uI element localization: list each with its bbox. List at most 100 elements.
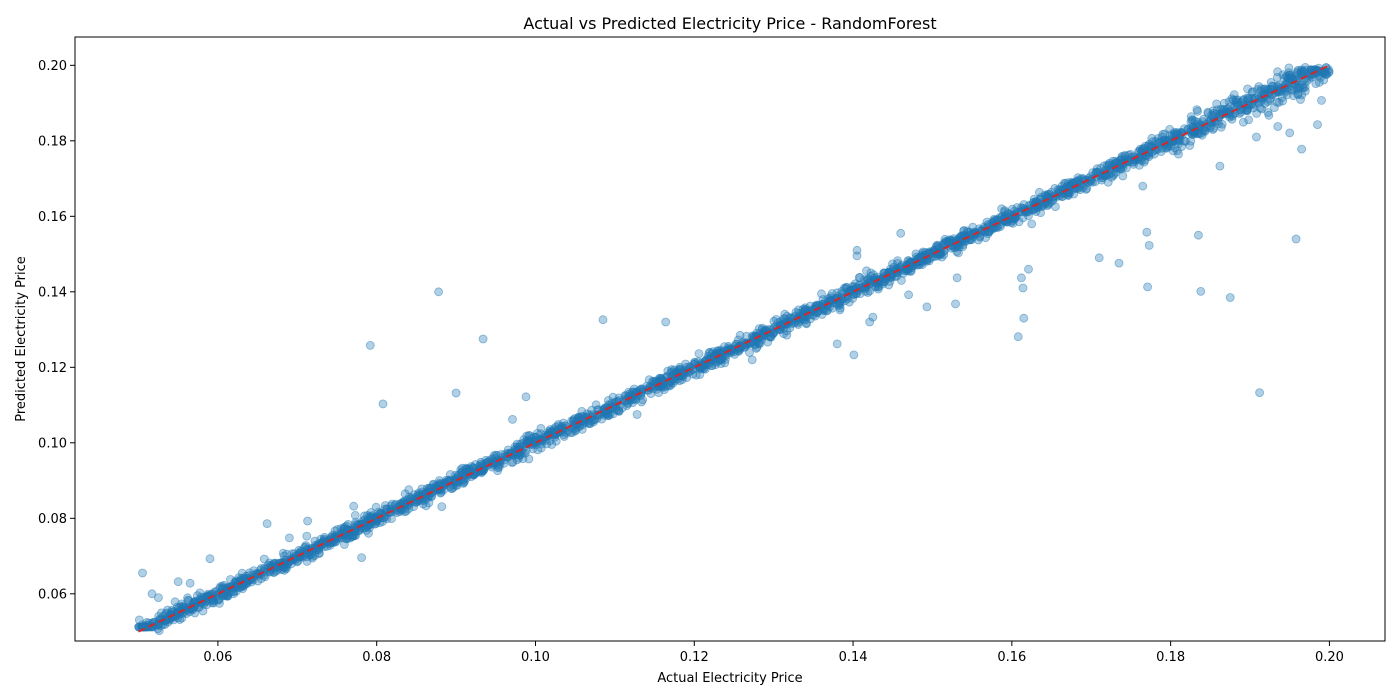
data-point	[952, 273, 962, 283]
data-point	[404, 485, 414, 495]
y-tick-label: 0.12	[38, 361, 67, 376]
data-point	[1264, 110, 1274, 120]
data-point	[1081, 184, 1091, 194]
data-point	[1252, 132, 1261, 142]
data-point	[849, 350, 859, 360]
data-point	[357, 553, 367, 562]
data-point	[823, 305, 832, 315]
data-point	[284, 533, 294, 543]
data-point	[371, 502, 381, 512]
x-tick-label: 0.06	[203, 650, 232, 665]
data-point	[1274, 98, 1284, 107]
data-point	[852, 251, 862, 261]
data-point	[695, 370, 705, 379]
data-point	[1143, 282, 1152, 292]
data-point	[496, 450, 506, 459]
y-axis-label: Predicted Electricity Price	[14, 256, 29, 422]
data-point	[434, 287, 444, 297]
data-point	[1321, 70, 1331, 79]
data-point	[1216, 122, 1226, 132]
data-point	[279, 551, 289, 561]
data-point	[198, 606, 208, 616]
data-point	[314, 548, 324, 558]
data-point	[661, 317, 671, 327]
data-point	[740, 342, 749, 352]
data-point	[1094, 253, 1104, 263]
data-point	[1142, 227, 1152, 237]
data-point	[896, 228, 906, 238]
y-tick-label: 0.16	[38, 210, 67, 225]
data-point	[259, 554, 269, 564]
data-point	[467, 462, 476, 471]
data-point	[1300, 82, 1310, 92]
data-point	[605, 410, 615, 420]
data-point	[954, 248, 963, 258]
data-point	[832, 339, 842, 349]
data-point	[508, 457, 518, 467]
data-point	[632, 410, 642, 419]
data-point	[1180, 124, 1189, 134]
data-point	[302, 531, 312, 541]
data-point	[904, 290, 913, 300]
data-point	[598, 315, 608, 325]
y-tick-label: 0.20	[38, 59, 67, 74]
data-point	[567, 416, 576, 426]
data-point	[1194, 230, 1203, 240]
x-tick-label: 0.14	[839, 650, 868, 665]
data-point	[183, 593, 193, 603]
y-axis-ticks: 0.06 0.08 0.10 0.12 0.14 0.16 0.18 0.20	[38, 59, 75, 602]
data-point	[154, 626, 164, 636]
chart-title: Actual vs Predicted Electricity Price - …	[523, 14, 936, 33]
data-point	[720, 342, 729, 352]
data-point	[1273, 67, 1282, 77]
data-point	[1114, 258, 1124, 268]
data-point	[1211, 109, 1221, 119]
data-point	[1225, 293, 1235, 302]
data-point	[262, 519, 272, 528]
data-point	[865, 286, 875, 296]
data-point	[349, 501, 359, 511]
data-point	[350, 511, 360, 520]
data-point	[303, 516, 313, 526]
data-point	[589, 417, 598, 427]
data-point	[1024, 264, 1033, 274]
data-point	[1285, 128, 1295, 138]
data-point	[1297, 144, 1306, 154]
data-point	[1285, 70, 1295, 80]
data-point	[231, 586, 241, 596]
data-point	[922, 302, 932, 312]
data-point	[1239, 117, 1248, 127]
data-point	[478, 334, 488, 344]
data-point	[1192, 105, 1202, 114]
data-point	[1298, 66, 1308, 76]
data-point	[1273, 122, 1283, 131]
data-point	[451, 388, 461, 398]
data-point	[869, 270, 878, 280]
y-tick-label: 0.18	[38, 134, 67, 149]
data-point	[1224, 97, 1234, 106]
x-tick-label: 0.16	[997, 650, 1026, 665]
data-point	[735, 330, 745, 340]
data-point	[755, 339, 765, 349]
data-point	[1120, 150, 1130, 160]
data-point	[1014, 217, 1024, 227]
data-point	[365, 340, 375, 350]
data-point	[1317, 96, 1326, 105]
data-point	[205, 554, 215, 564]
data-point	[1013, 332, 1023, 342]
y-tick-label: 0.06	[38, 587, 67, 602]
x-tick-label: 0.18	[1156, 650, 1185, 665]
data-point	[316, 534, 326, 544]
data-point	[1200, 126, 1210, 136]
y-tick-label: 0.10	[38, 436, 67, 451]
data-point	[1255, 388, 1264, 398]
data-point	[491, 457, 501, 467]
y-tick-label: 0.08	[38, 512, 67, 527]
data-point	[1291, 234, 1301, 244]
data-point	[400, 507, 410, 517]
x-tick-label: 0.20	[1315, 650, 1344, 665]
data-point	[437, 502, 447, 512]
data-point	[897, 275, 906, 285]
data-point	[508, 414, 517, 424]
